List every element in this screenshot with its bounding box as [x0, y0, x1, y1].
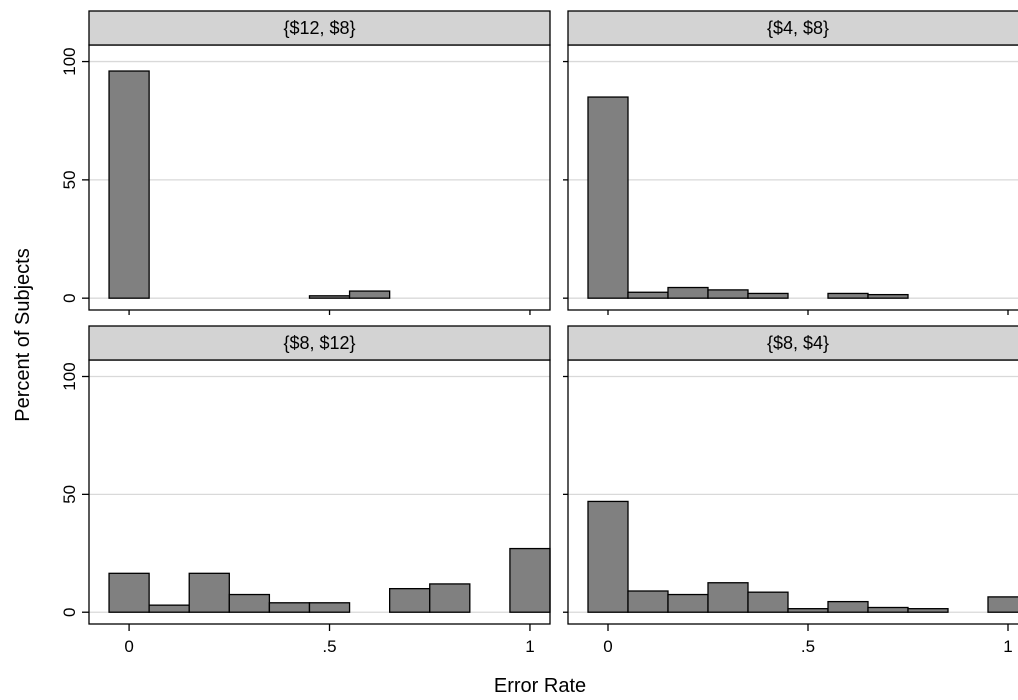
x-tick-label: 1	[1003, 637, 1012, 656]
y-tick-label: 0	[60, 607, 79, 616]
bar	[867, 606, 909, 613]
bar	[907, 608, 949, 613]
x-tick-label: 1	[525, 637, 534, 656]
y-tick-label: 50	[60, 170, 79, 189]
x-tick-label: 0	[124, 637, 133, 656]
x-tick-label: .5	[801, 637, 815, 656]
panel-label: {$12, $8}	[283, 18, 355, 38]
bar	[867, 293, 909, 299]
panel-strip	[88, 10, 551, 46]
bar	[308, 602, 351, 613]
panel-label: {$8, $12}	[283, 333, 355, 353]
bar	[707, 582, 749, 613]
bar	[429, 583, 471, 613]
bar	[348, 290, 391, 299]
bar	[747, 591, 789, 613]
bar	[108, 70, 150, 299]
y-tick-label: 100	[60, 47, 79, 75]
bar	[627, 291, 669, 299]
bar	[188, 572, 230, 613]
bar	[587, 96, 629, 299]
panel-label: {$4, $8}	[767, 18, 829, 38]
bar	[308, 295, 351, 299]
bar	[148, 604, 190, 613]
bar	[627, 590, 669, 613]
y-axis-title: Percent of Subjects	[12, 248, 34, 421]
plot-area	[89, 45, 550, 310]
panel-strip	[567, 10, 1018, 46]
bar	[667, 286, 709, 299]
bar	[747, 292, 789, 299]
bar	[707, 289, 749, 299]
panel-4: {$8, $4} 0 .5 1	[563, 325, 1018, 656]
bar	[827, 292, 869, 299]
bar	[827, 600, 869, 613]
bar	[509, 547, 551, 613]
panel-label: {$8, $4}	[767, 333, 829, 353]
bar	[389, 587, 431, 613]
panel-1: {$12, $8} 0 50 100	[60, 10, 551, 315]
bar	[987, 596, 1018, 613]
x-tick-label: .5	[322, 637, 336, 656]
y-tick-label: 100	[60, 362, 79, 390]
bar	[228, 593, 271, 613]
bar	[587, 500, 629, 613]
bar	[108, 572, 150, 613]
y-tick-label: 0	[60, 293, 79, 302]
y-tick-label: 50	[60, 485, 79, 504]
plot-area	[568, 45, 1018, 310]
plot-area	[568, 360, 1018, 624]
bar	[268, 602, 311, 613]
x-axis-title: Error Rate	[494, 675, 586, 697]
panel-3: {$8, $12} 0 50 100 0 .5 1	[60, 325, 551, 656]
panel-strip	[567, 325, 1018, 361]
plot-area	[89, 360, 550, 624]
x-tick-label: 0	[603, 637, 612, 656]
bar	[667, 593, 709, 613]
panel-strip	[88, 325, 551, 361]
bar	[787, 608, 829, 613]
panel-2: {$4, $8}	[563, 10, 1018, 315]
